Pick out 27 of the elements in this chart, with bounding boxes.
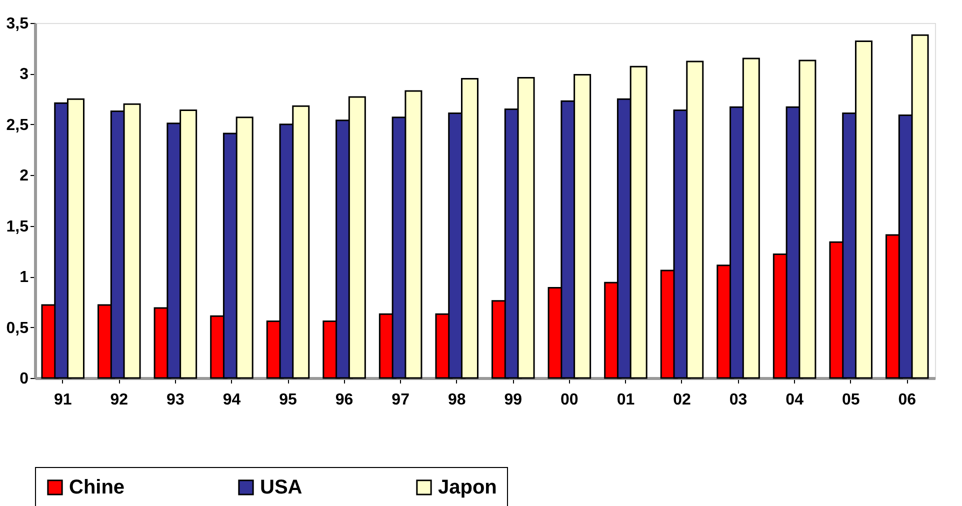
x-tick-label: 06 bbox=[898, 392, 916, 408]
x-tick-label: 92 bbox=[110, 392, 128, 408]
x-tick-label: 00 bbox=[560, 392, 578, 408]
x-tick-label: 99 bbox=[504, 392, 522, 408]
y-tick-label: 0 bbox=[20, 370, 29, 388]
legend-label: Chine bbox=[69, 476, 125, 498]
x-tick-label: 94 bbox=[222, 392, 241, 408]
legend-label: USA bbox=[260, 476, 302, 498]
x-tick-label: 96 bbox=[335, 392, 354, 408]
x-tick-label: 97 bbox=[392, 392, 410, 408]
x-tick-label: 02 bbox=[673, 392, 691, 408]
y-tick-label: 2 bbox=[20, 168, 29, 185]
x-tick-label: 03 bbox=[729, 392, 748, 408]
x-tick-label: 01 bbox=[616, 392, 635, 408]
x-tick-label: 93 bbox=[166, 392, 184, 408]
y-tick-label: 1 bbox=[20, 269, 29, 286]
x-tick-label: 91 bbox=[54, 392, 72, 408]
x-tick-label: 95 bbox=[279, 392, 297, 408]
legend-label: Japon bbox=[438, 476, 497, 498]
y-tick-label: 0,5 bbox=[6, 320, 29, 337]
x-tick-label: 04 bbox=[786, 392, 804, 408]
y-tick-label: 3,5 bbox=[6, 16, 29, 32]
y-tick-label: 1,5 bbox=[6, 218, 29, 236]
x-tick-label: 05 bbox=[842, 392, 860, 408]
y-tick-label: 2,5 bbox=[6, 116, 29, 134]
x-tick-label: 98 bbox=[448, 392, 466, 408]
y-tick-label: 3 bbox=[20, 66, 29, 84]
